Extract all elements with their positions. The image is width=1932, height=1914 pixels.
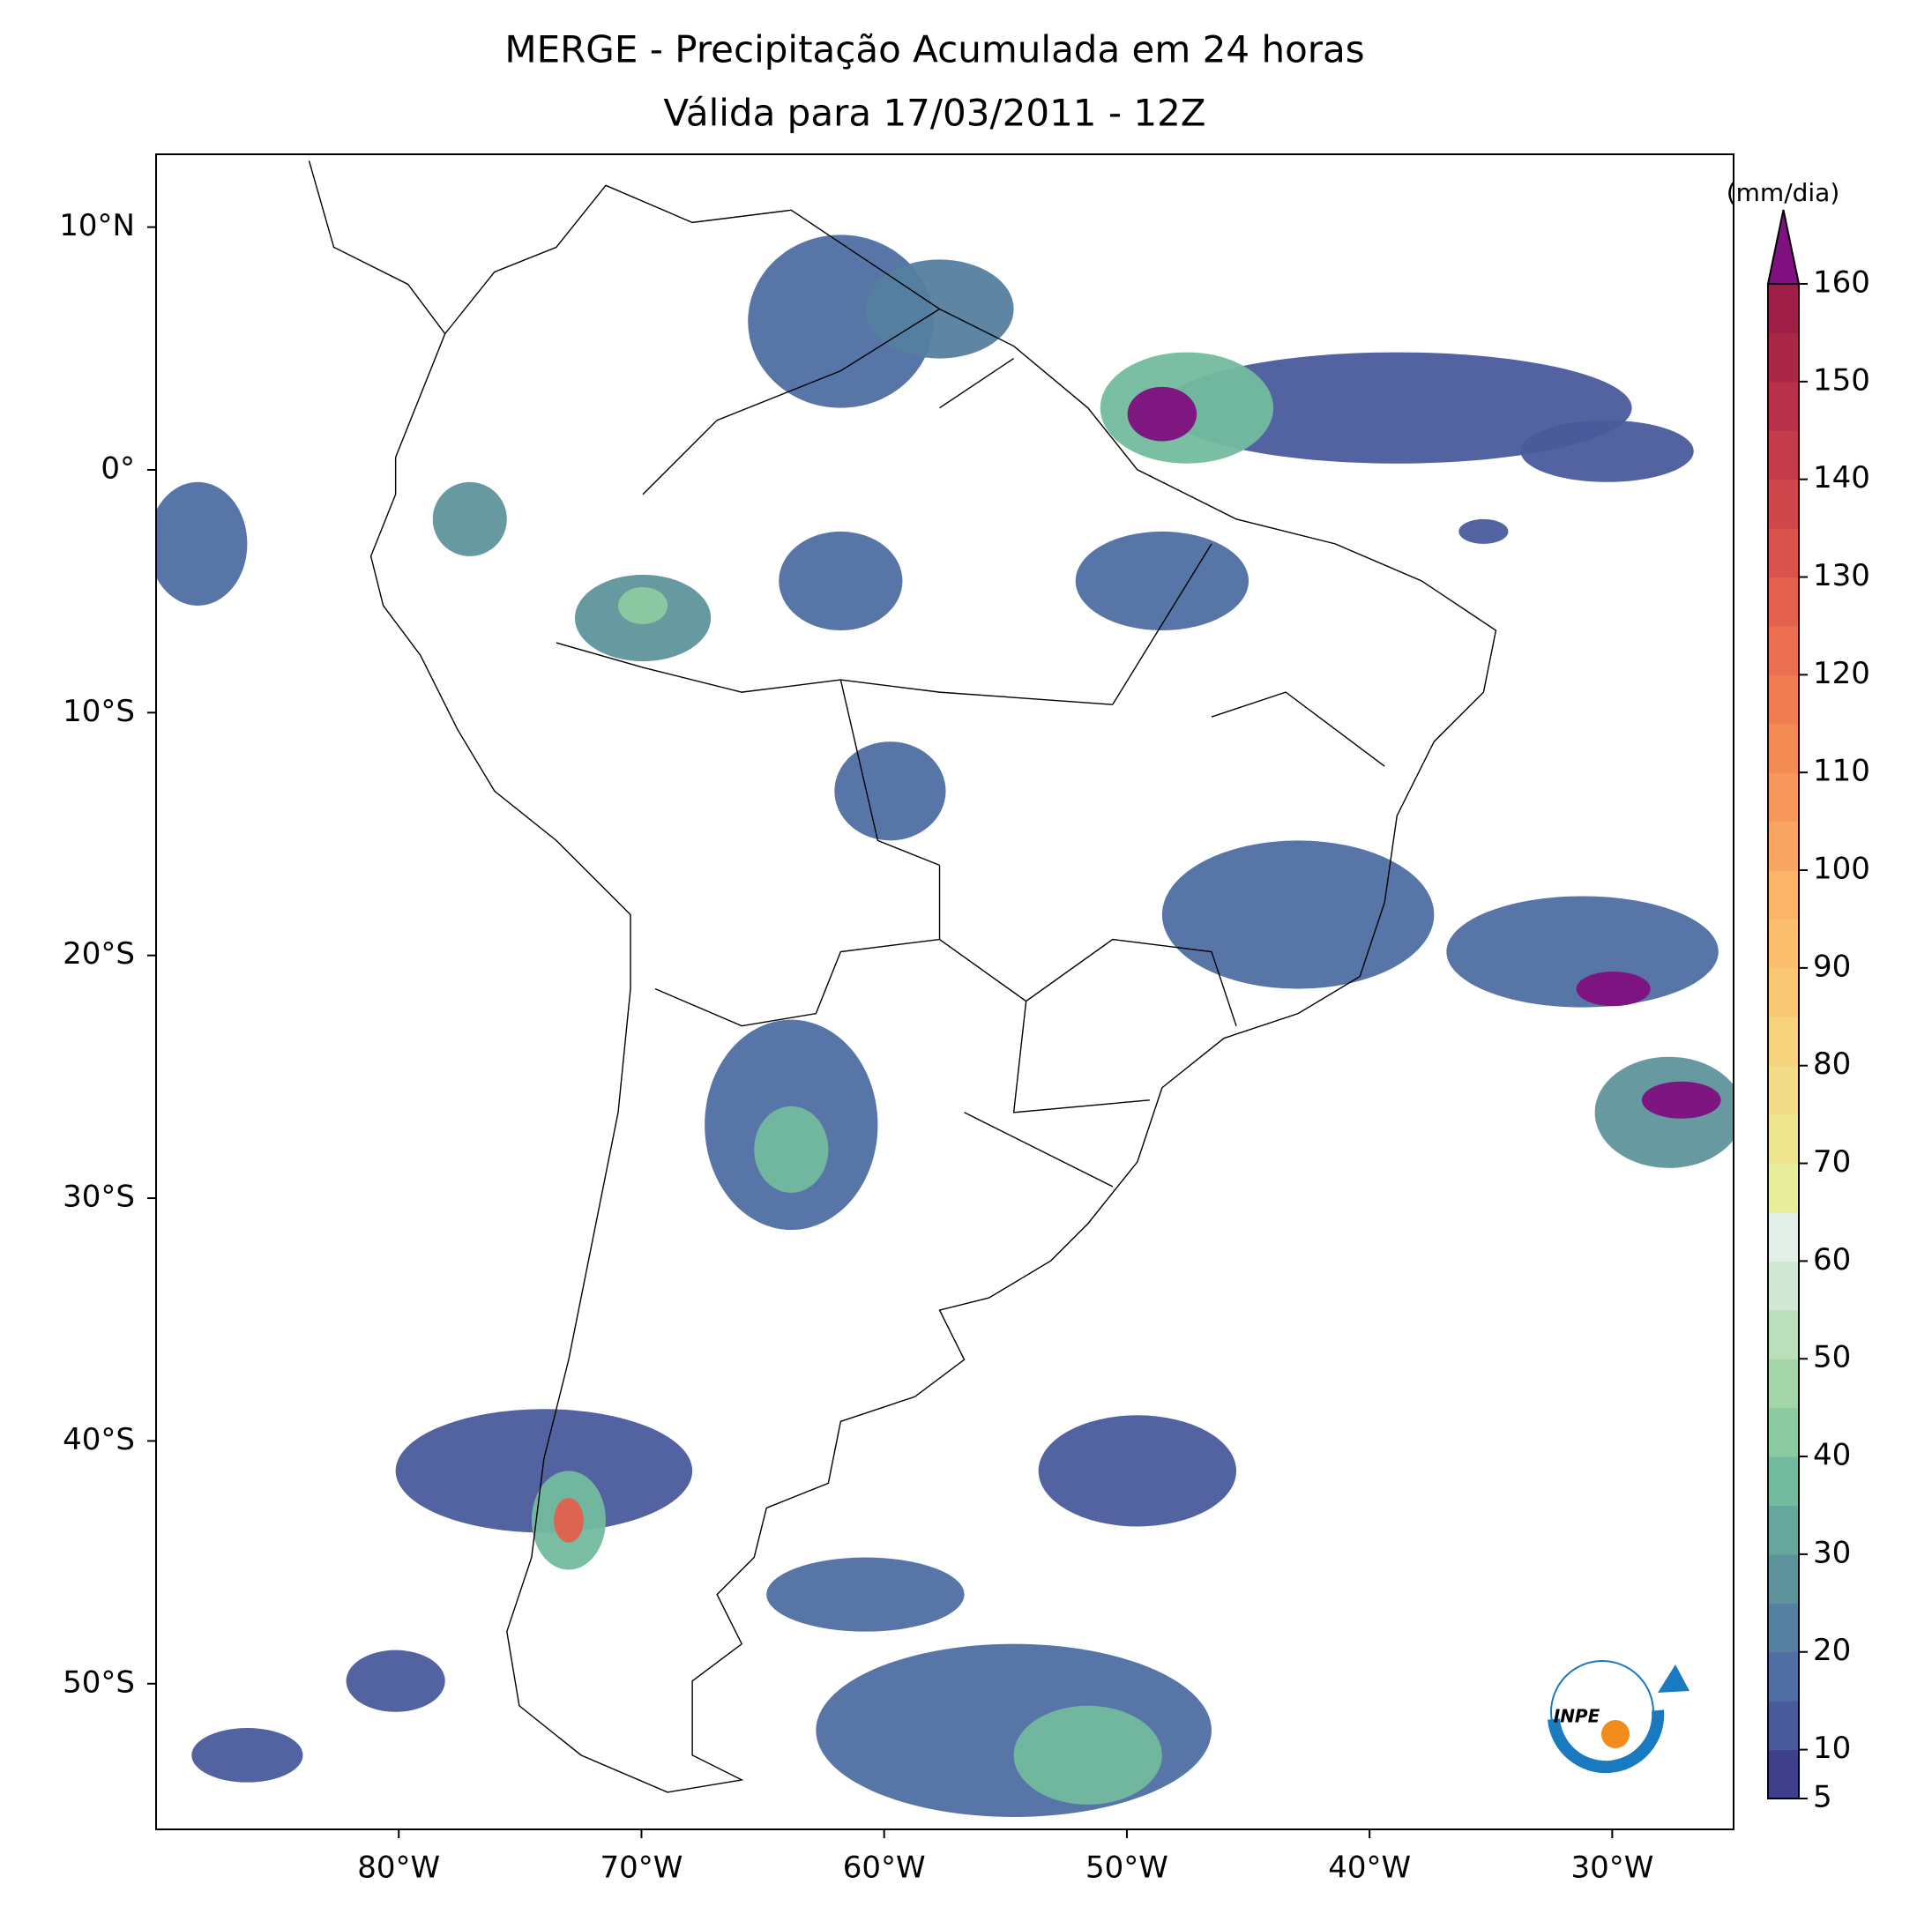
colorbar-band [1768,1359,1799,1409]
map-title: MERGE - Precipitação Acumulada em 24 hor… [504,28,1364,71]
colorbar-band [1768,1553,1799,1604]
colorbar-band [1768,919,1799,969]
colorbar-band [1768,1603,1799,1653]
x-tick-label: 40°W [1328,1851,1411,1886]
colorbar-band [1768,381,1799,431]
colorbar-extension [1766,209,1801,285]
colorbar-band [1768,821,1799,871]
colorbar-tick-label: 40 [1813,1438,1851,1473]
colorbar-label: (mm/dia) [1727,178,1840,207]
logo: INPE [1548,1660,1690,1774]
map-subtitle: Válida para 17/03/2011 - 12Z [663,92,1205,135]
y-tick-label: 0° [101,451,135,486]
colorbar-band [1768,1651,1799,1702]
colorbar-band [1768,1163,1799,1213]
colorbar-band [1768,1309,1799,1359]
colorbar-tick-label: 30 [1813,1535,1851,1570]
y-tick-label: 10°S [63,694,135,729]
colorbar-band [1768,674,1799,725]
colorbar-tick-label: 60 [1813,1242,1851,1277]
x-tick-label: 70°W [600,1851,683,1886]
colorbar-band [1768,430,1799,480]
colorbar-band [1768,1261,1799,1311]
colorbar-band [1768,723,1799,773]
colorbar-band [1768,284,1799,333]
colorbar-tick-label: 160 [1813,265,1870,301]
colorbar-tick-label: 130 [1813,558,1870,593]
y-tick-label: 30°S [63,1180,135,1215]
colorbar-frame [1767,283,1800,1799]
colorbar-tick-label: 20 [1813,1633,1851,1668]
colorbar-tick-label: 110 [1813,754,1870,789]
colorbar-band [1768,1456,1799,1506]
colorbar-band [1768,625,1799,675]
y-tick-label: 50°S [63,1665,135,1700]
coastline [308,160,1497,1793]
colorbar-tick-label: 150 [1813,362,1870,398]
colorbar-band [1768,1407,1799,1457]
colorbar-band [1768,479,1799,529]
map-area [156,160,1734,1817]
logo-text: INPE [1554,1706,1600,1727]
colorbar-tick-label: 100 [1813,852,1870,887]
colorbar-tick-label: 80 [1813,1046,1851,1082]
x-tick-label: 60°W [843,1851,926,1886]
x-tick-label: 30°W [1570,1851,1653,1886]
colorbar-band [1768,967,1799,1017]
colorbar-band [1768,870,1799,920]
colorbar-band [1768,528,1799,578]
map-frame [155,153,1734,1830]
colorbar-tick-label: 5 [1813,1780,1832,1815]
colorbar-band [1768,1017,1799,1067]
colorbar-band [1768,577,1799,627]
colorbar-tick-label: 50 [1813,1340,1851,1375]
colorbar-band [1768,1211,1799,1262]
colorbar-band [1768,1065,1799,1115]
x-tick-label: 80°W [357,1851,440,1886]
colorbar-band [1768,1749,1799,1799]
colorbar-band [1768,1114,1799,1165]
colorbar-band [1768,332,1799,383]
y-tick-label: 20°S [63,936,135,972]
colorbar-tick-label: 140 [1813,460,1870,495]
y-tick-label: 40°S [63,1422,135,1457]
colorbar-band [1768,772,1799,823]
y-tick-label: 10°N [59,208,135,243]
colorbar-tick-label: 90 [1813,949,1851,984]
x-tick-label: 50°W [1085,1851,1168,1886]
colorbar-band [1768,1505,1799,1555]
colorbar-tick-label: 10 [1813,1731,1851,1766]
colorbar-band [1768,1701,1799,1751]
precip-field [156,235,1734,1817]
colorbar-tick-label: 70 [1813,1144,1851,1180]
colorbar-tick-label: 120 [1813,656,1870,691]
